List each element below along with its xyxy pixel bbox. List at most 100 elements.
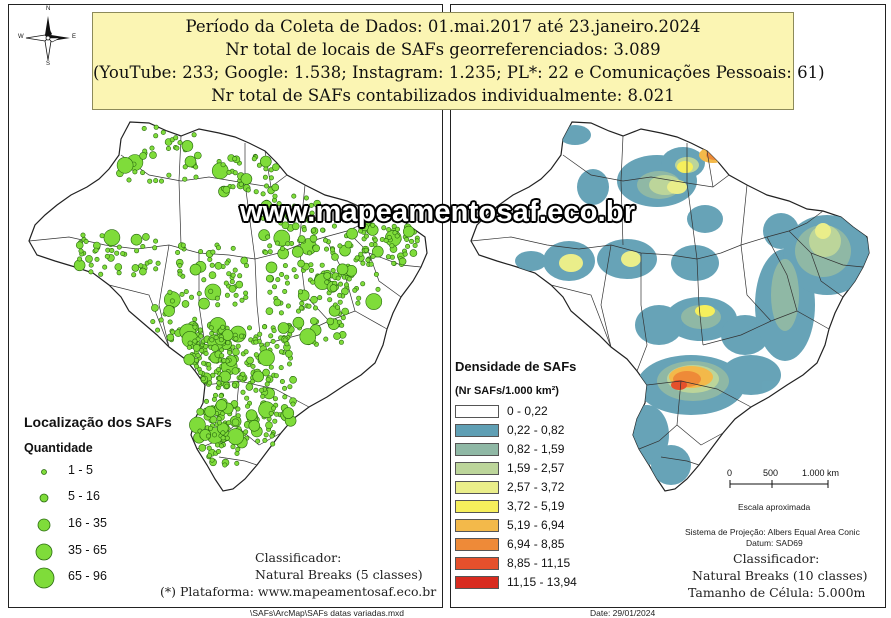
saf-point: [245, 409, 258, 422]
saf-point: [189, 263, 202, 276]
saf-point: [336, 319, 342, 325]
saf-point: [360, 281, 366, 287]
points-legend-row: 35 - 65: [28, 540, 148, 562]
saf-point: [291, 222, 300, 231]
saf-point: [274, 411, 280, 417]
saf-point: [243, 349, 249, 355]
saf-point: [150, 319, 156, 325]
saf-point: [308, 262, 314, 268]
saf-point: [363, 247, 369, 253]
saf-point: [78, 248, 84, 254]
saf-point: [381, 225, 387, 231]
saf-point: [220, 435, 226, 441]
saf-point: [80, 232, 86, 238]
saf-point: [235, 343, 241, 349]
saf-point: [297, 235, 306, 243]
points-legend-label: 65 - 96: [68, 569, 107, 583]
saf-point: [402, 225, 415, 238]
point-size-symbol: [33, 567, 55, 589]
saf-point: [311, 227, 317, 233]
saf-point: [291, 267, 297, 273]
saf-point: [412, 243, 418, 249]
saf-point: [201, 277, 207, 283]
saf-point: [140, 170, 146, 176]
saf-point: [222, 185, 231, 194]
density-legend-row: 3,72 - 5,19: [455, 499, 615, 517]
saf-point: [265, 421, 273, 430]
saf-point: [235, 446, 241, 452]
saf-point: [193, 174, 199, 180]
saf-point: [238, 333, 244, 339]
points-legend-title: Localização dos SAFs: [24, 414, 172, 430]
saf-point: [391, 260, 397, 266]
saf-point: [216, 245, 222, 251]
footer-date: Date: 29/01/2024: [590, 608, 656, 618]
compass-rose-icon: [25, 16, 70, 61]
saf-point: [114, 263, 123, 271]
saf-point: [271, 328, 277, 334]
saf-point: [386, 227, 392, 233]
saf-point: [153, 124, 159, 130]
saf-point: [334, 304, 340, 310]
density-legend-label: 8,85 - 11,15: [507, 556, 571, 570]
website-watermark: www.mapeamentosaf.eco.br: [240, 196, 636, 228]
density-color-swatch: [455, 443, 499, 456]
points-legend-row: 1 - 5: [28, 460, 148, 482]
saf-point: [166, 333, 175, 342]
saf-point: [183, 289, 189, 295]
saf-point: [209, 457, 215, 463]
saf-point: [281, 221, 290, 230]
density-color-swatch: [455, 462, 499, 475]
saf-point: [189, 294, 195, 300]
saf-point: [208, 425, 214, 431]
saf-point: [259, 387, 265, 393]
saf-point: [232, 156, 238, 162]
saf-point: [208, 271, 217, 280]
saf-point: [147, 178, 153, 184]
saf-point: [265, 261, 278, 274]
saf-point: [369, 242, 375, 248]
saf-point: [260, 200, 273, 212]
saf-point: [247, 325, 253, 331]
saf-point: [262, 174, 268, 180]
saf-point: [268, 175, 274, 181]
saf-point: [209, 337, 215, 343]
saf-point: [282, 263, 288, 269]
saf-point: [279, 246, 285, 252]
saf-point: [149, 151, 157, 159]
saf-point: [278, 349, 284, 355]
saf-point: [278, 310, 284, 316]
saf-point: [270, 338, 276, 344]
saf-point: [354, 255, 360, 261]
saf-point: [245, 187, 251, 193]
saf-point: [265, 377, 271, 383]
north-arrow: N S E W: [18, 6, 76, 67]
saf-point: [158, 317, 164, 323]
saf-point: [116, 244, 122, 250]
saf-point: [131, 272, 137, 278]
saf-point: [194, 363, 200, 369]
saf-point: [196, 291, 202, 297]
saf-point: [194, 357, 200, 363]
saf-point: [208, 288, 214, 294]
saf-point: [243, 429, 249, 435]
saf-point: [224, 260, 230, 266]
saf-point: [326, 317, 335, 326]
saf-point: [279, 378, 285, 384]
saf-point: [275, 277, 281, 283]
density-color-swatch: [455, 405, 499, 418]
right-classifier-label: Classificador:: [733, 551, 820, 566]
saf-point: [240, 173, 253, 185]
saf-point: [297, 259, 305, 268]
saf-point: [215, 442, 221, 448]
saf-point: [224, 435, 230, 441]
saf-point: [271, 284, 277, 290]
saf-point: [264, 183, 270, 189]
saf-point: [224, 383, 230, 389]
saf-point: [268, 333, 274, 339]
saf-point: [363, 233, 369, 239]
saf-point: [243, 294, 249, 300]
points-legend-row: 65 - 96: [28, 566, 148, 589]
saf-point: [319, 262, 325, 268]
saf-point: [372, 237, 378, 243]
